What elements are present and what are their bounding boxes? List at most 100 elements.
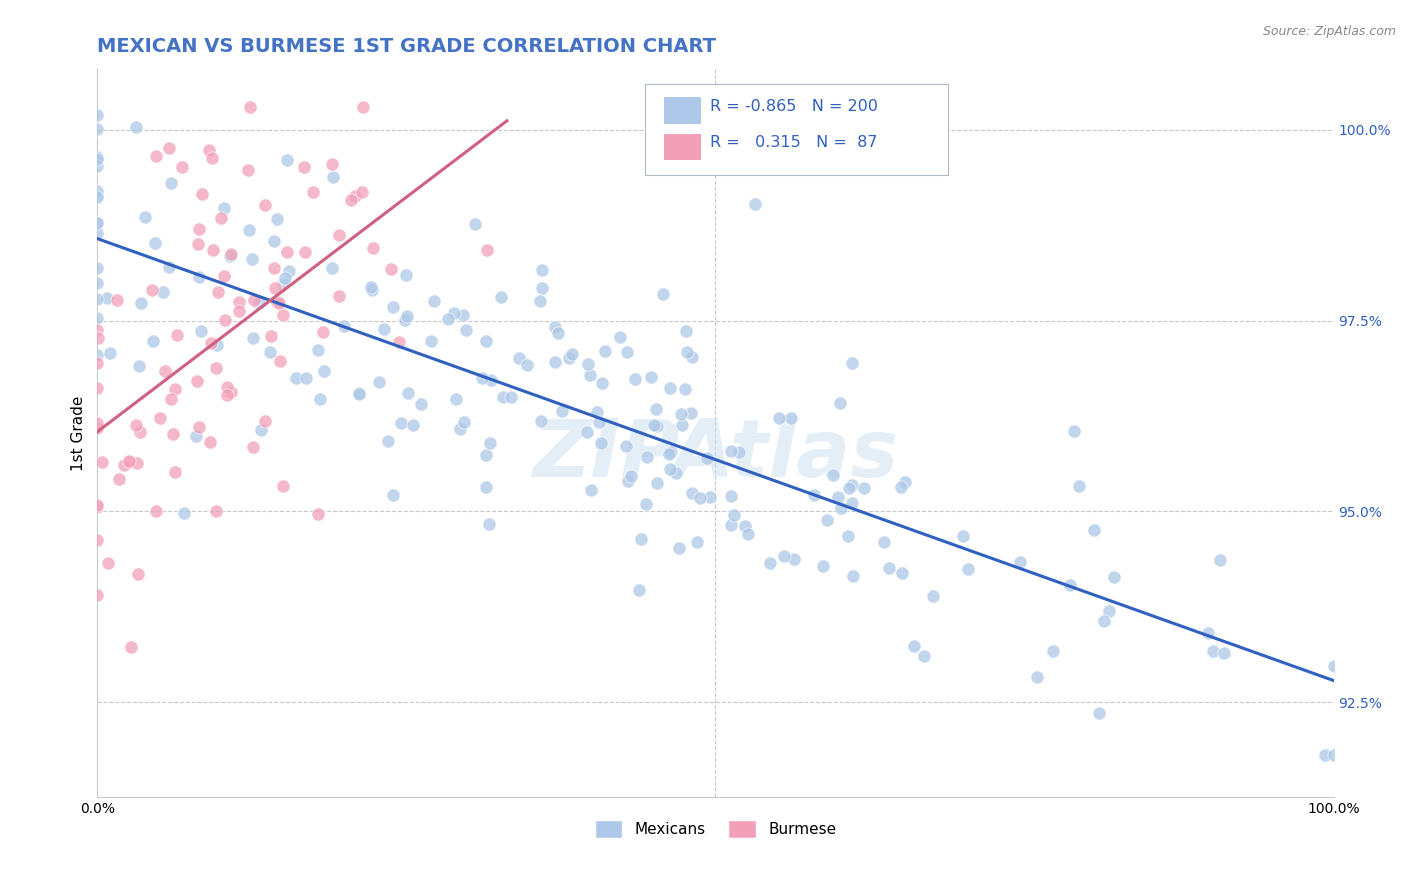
Point <box>471 371 494 385</box>
Point <box>686 534 709 549</box>
Point <box>250 423 273 437</box>
Point <box>247 295 270 310</box>
Point <box>628 582 651 597</box>
Point <box>141 283 163 297</box>
Point <box>152 285 174 299</box>
Point <box>188 270 211 285</box>
Y-axis label: 1st Grade: 1st Grade <box>72 395 86 471</box>
Point <box>411 397 433 411</box>
Point <box>201 151 224 165</box>
Point <box>478 436 501 450</box>
Point <box>160 392 183 407</box>
Point <box>501 390 523 404</box>
Point <box>352 100 374 114</box>
Point <box>957 562 980 576</box>
Point <box>221 246 243 260</box>
Point <box>340 193 363 207</box>
Point <box>579 483 602 497</box>
Point <box>624 372 647 386</box>
Point <box>479 373 502 387</box>
Point <box>117 454 139 468</box>
Point <box>531 281 554 295</box>
Point <box>591 376 613 391</box>
Point <box>149 410 172 425</box>
Point <box>841 496 863 510</box>
Point <box>145 148 167 162</box>
Point <box>394 312 416 326</box>
Point <box>112 458 135 473</box>
Point <box>420 334 443 348</box>
Point <box>333 318 356 333</box>
Point <box>841 478 863 492</box>
Point <box>160 176 183 190</box>
Point <box>86 588 108 602</box>
Point <box>197 143 219 157</box>
Point <box>586 405 609 419</box>
Point <box>675 324 697 338</box>
Point <box>616 439 638 453</box>
Point <box>218 249 240 263</box>
Point <box>645 475 668 490</box>
Point <box>128 425 150 440</box>
Point <box>456 323 478 337</box>
Point <box>97 557 120 571</box>
Point <box>658 462 681 476</box>
Point <box>188 222 211 236</box>
Point <box>240 252 263 266</box>
Point <box>276 153 298 167</box>
Point <box>530 263 553 277</box>
Point <box>125 120 148 134</box>
Point <box>759 556 782 570</box>
Point <box>544 355 567 369</box>
Point <box>301 186 323 200</box>
Point <box>187 237 209 252</box>
Point <box>90 455 112 469</box>
Point <box>588 416 610 430</box>
Point <box>679 406 702 420</box>
Point <box>86 276 108 290</box>
Point <box>314 364 336 378</box>
Point <box>350 185 373 199</box>
Point <box>321 157 343 171</box>
Point <box>637 450 659 464</box>
Point <box>1202 644 1225 658</box>
Point <box>444 392 467 406</box>
Point <box>86 348 108 362</box>
Point <box>811 559 834 574</box>
Point <box>912 648 935 663</box>
Point <box>271 277 294 291</box>
Point <box>1088 706 1111 721</box>
Point <box>127 567 149 582</box>
Point <box>271 309 294 323</box>
Point <box>1322 748 1344 763</box>
Point <box>86 152 108 166</box>
Point <box>263 281 285 295</box>
Point <box>1008 555 1031 569</box>
Point <box>170 160 193 174</box>
Point <box>475 448 498 462</box>
Point <box>228 303 250 318</box>
Point <box>576 357 599 371</box>
Point <box>665 466 688 480</box>
Point <box>129 295 152 310</box>
Point <box>294 245 316 260</box>
Point <box>86 261 108 276</box>
Point <box>142 334 165 348</box>
Point <box>266 294 288 309</box>
Point <box>1315 748 1337 763</box>
Point <box>263 234 285 248</box>
Point <box>889 480 911 494</box>
Point <box>128 359 150 374</box>
Point <box>873 534 896 549</box>
Point <box>242 440 264 454</box>
Point <box>190 324 212 338</box>
Point <box>437 311 460 326</box>
Point <box>388 334 411 349</box>
Point <box>124 418 146 433</box>
Point <box>1209 552 1232 566</box>
Point <box>269 354 291 368</box>
Point <box>478 516 501 531</box>
Point <box>86 323 108 337</box>
Point <box>647 419 669 434</box>
Point <box>768 410 790 425</box>
